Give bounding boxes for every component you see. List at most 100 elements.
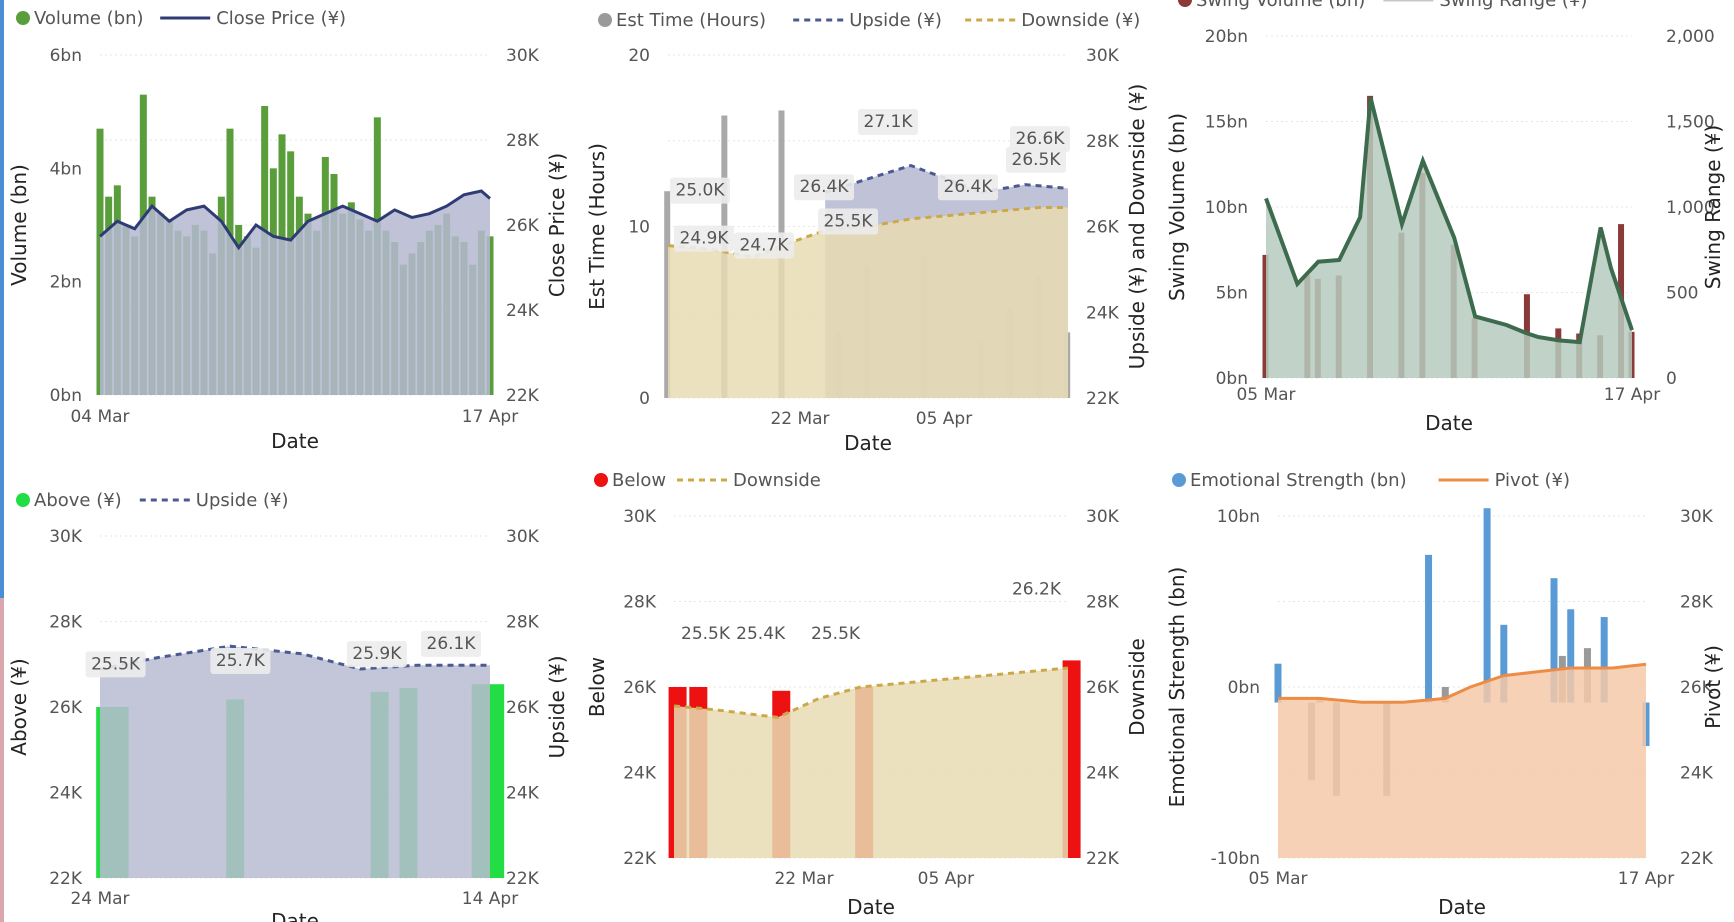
legend-label: Close Price (¥) xyxy=(216,8,346,29)
y-tick-label: 10bn xyxy=(1217,507,1260,527)
legend-item: Downside (¥) xyxy=(965,10,1140,31)
data-label: 26.4K xyxy=(944,177,994,197)
page-accent-bar xyxy=(0,0,4,598)
x-tick-label: 05 Apr xyxy=(916,409,972,429)
legend-item: Emotional Strength (bn) xyxy=(1172,470,1407,491)
y-tick-label: 26K xyxy=(623,678,657,698)
y2-tick-label: 24K xyxy=(1086,303,1120,323)
y-axis-title: Volume (bn) xyxy=(7,164,31,286)
y2-tick-label: 30K xyxy=(506,46,540,66)
legend-label: Above (¥) xyxy=(34,490,122,511)
x-tick-label: 17 Apr xyxy=(462,407,518,427)
data-label-box xyxy=(421,630,481,657)
data-label: 26.6K xyxy=(1016,129,1066,149)
y-tick-label: 20 xyxy=(628,46,650,66)
y-tick-label: 5bn xyxy=(1216,284,1248,304)
bar xyxy=(1567,609,1575,703)
y2-tick-label: 26K xyxy=(1086,678,1120,698)
data-label: 24.9K xyxy=(680,229,730,249)
x-axis-title: Date xyxy=(1438,895,1486,919)
data-label: 25.5K xyxy=(811,624,861,644)
y2-tick-label: 28K xyxy=(1086,132,1120,152)
legend-label: Swing Range (¥) xyxy=(1439,0,1587,11)
y2-tick-label: 22K xyxy=(1086,389,1120,409)
y2-tick-label: 2,000 xyxy=(1666,27,1715,47)
data-label-box xyxy=(85,651,146,678)
y2-axis-title: Downside xyxy=(1125,638,1149,736)
series-area xyxy=(100,191,490,395)
y-tick-label: 2bn xyxy=(50,273,82,293)
y2-tick-label: 1,000 xyxy=(1666,198,1715,218)
x-tick-label: 05 Mar xyxy=(1236,385,1295,405)
y-tick-label: 24K xyxy=(623,764,657,784)
y-tick-label: 0bn xyxy=(50,386,82,406)
legend-label: Volume (bn) xyxy=(34,8,144,29)
data-label: 27.1K xyxy=(864,112,914,132)
x-tick-label: 05 Apr xyxy=(918,869,974,889)
chart-c6: -10bn 0bn 10bn 22K 24K 26K 28K 30K 05 Mar 17 Apr D… xyxy=(1165,470,1725,919)
y2-axis-title: Pivot (¥) xyxy=(1701,645,1725,729)
bar xyxy=(1441,687,1449,703)
series-area xyxy=(100,646,490,878)
legend-item: Volume (bn) xyxy=(16,8,144,29)
y-tick-label: 4bn xyxy=(50,159,82,179)
x-tick-label: 24 Mar xyxy=(70,889,129,909)
y2-tick-label: 22K xyxy=(1680,849,1714,869)
bar xyxy=(1262,254,1269,378)
data-label-box xyxy=(794,174,854,201)
y2-axis-title: Upside (¥) xyxy=(545,656,569,759)
x-axis-title: Date xyxy=(847,895,895,919)
y2-tick-label: 500 xyxy=(1666,284,1698,304)
y2-tick-label: 24K xyxy=(1680,764,1714,784)
bar xyxy=(1483,508,1491,703)
series-line xyxy=(99,644,490,671)
x-tick-label: 14 Apr xyxy=(462,889,518,909)
bar xyxy=(664,191,671,398)
y-tick-label: 15bn xyxy=(1205,113,1248,133)
data-label: 25.4K xyxy=(736,624,786,644)
y2-tick-label: 24K xyxy=(1086,764,1120,784)
y-tick-label: 10bn xyxy=(1205,198,1248,218)
y-axis-title: Est Time (Hours) xyxy=(585,143,609,310)
x-axis-title: Date xyxy=(271,429,319,453)
y-tick-label: 0bn xyxy=(1228,678,1260,698)
data-label: 26.4K xyxy=(800,177,850,197)
y-tick-label: 6bn xyxy=(50,46,82,66)
y-axis-title: Emotional Strength (bn) xyxy=(1165,567,1189,808)
y2-tick-label: 22K xyxy=(506,386,540,406)
data-label: 25.5K xyxy=(91,654,141,674)
y-tick-label: 0bn xyxy=(1216,369,1248,389)
legend-marker-icon xyxy=(16,11,30,25)
data-label-box xyxy=(674,225,734,252)
y2-tick-label: 28K xyxy=(1086,593,1120,613)
bar xyxy=(1600,617,1608,703)
y2-axis-title: Close Price (¥) xyxy=(545,153,569,297)
legend-marker-icon xyxy=(1178,0,1192,7)
legend-marker-icon xyxy=(1172,473,1186,487)
legend-label: Downside (¥) xyxy=(1021,10,1140,31)
y-axis-title: Swing Volume (bn) xyxy=(1165,113,1189,301)
series-area xyxy=(674,668,1068,858)
data-labels-c2: 25.0K 24.9K 24.7K 26.4K 25.5K 27.1K 26.4K 26.6K… xyxy=(670,109,1070,259)
y2-tick-label: 26K xyxy=(506,698,540,718)
y2-tick-label: 28K xyxy=(506,131,540,151)
y-tick-label: 22K xyxy=(623,849,657,869)
data-label: 25.0K xyxy=(676,181,726,201)
x-tick-label: 04 Mar xyxy=(70,407,129,427)
y-tick-label: 22K xyxy=(49,869,83,889)
y-tick-label: 20bn xyxy=(1205,27,1248,47)
series-area xyxy=(1278,664,1646,858)
bar xyxy=(1274,663,1282,703)
x-tick-label: 22 Mar xyxy=(770,409,829,429)
y2-tick-label: 22K xyxy=(506,869,540,889)
y-tick-label: 30K xyxy=(49,527,83,547)
data-labels-c4: 25.5K 25.7K 25.9K 26.1K xyxy=(85,630,481,678)
legend-label: Est Time (Hours) xyxy=(616,10,766,31)
x-tick-label: 22 Mar xyxy=(774,869,833,889)
page-accent-bar-lower xyxy=(0,598,4,922)
data-label-box xyxy=(858,109,918,136)
bar xyxy=(1550,578,1558,703)
y-tick-label: 24K xyxy=(49,784,83,804)
bar xyxy=(1425,554,1433,703)
data-label: 25.9K xyxy=(352,644,402,664)
